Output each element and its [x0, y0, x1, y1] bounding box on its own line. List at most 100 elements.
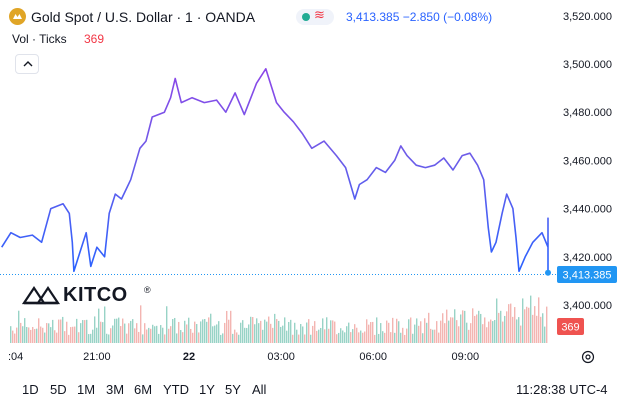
volume-bar	[144, 323, 146, 343]
volume-bar	[36, 328, 38, 343]
volume-bar	[96, 327, 98, 343]
volume-bar	[546, 306, 548, 343]
volume-bar	[472, 308, 474, 343]
volume-bar	[288, 321, 290, 343]
volume-bar	[72, 326, 74, 343]
volume-bar	[18, 310, 20, 343]
volume-bar	[196, 324, 198, 343]
range-1m[interactable]: 1M	[77, 382, 96, 397]
volume-bar	[544, 326, 546, 343]
volume-bar	[326, 317, 328, 343]
volume-bar	[526, 306, 528, 343]
volume-bar	[260, 320, 262, 343]
volume-bars	[10, 295, 548, 343]
volume-bar	[228, 319, 230, 343]
volume-bar	[38, 318, 40, 343]
volume-tag-label: 369	[561, 322, 579, 334]
volume-bar	[338, 332, 340, 343]
volume-bar	[404, 334, 406, 343]
volume-bar	[352, 329, 354, 343]
volume-bar	[30, 329, 32, 343]
volume-indicator-value: 369	[84, 32, 105, 46]
volume-bar	[510, 303, 512, 343]
gear-icon[interactable]	[580, 349, 596, 365]
time-axis[interactable]: :04 21:00 22 03:00 06:00 09:00	[8, 351, 479, 363]
volume-bar	[248, 324, 250, 343]
volume-bar	[286, 330, 288, 343]
volume-bar	[408, 319, 410, 343]
volume-bar	[244, 327, 246, 343]
volume-bar	[410, 317, 412, 343]
volume-bar	[282, 325, 284, 343]
range-1y[interactable]: 1Y	[199, 382, 215, 397]
volume-bar	[78, 332, 80, 343]
volume-bar	[136, 323, 138, 343]
volume-bar	[454, 309, 456, 343]
volume-bar	[238, 334, 240, 343]
volume-bar	[74, 326, 76, 343]
volume-bar	[414, 324, 416, 343]
volume-bar	[422, 333, 424, 343]
volume-bar	[100, 321, 102, 343]
volume-bar	[62, 316, 64, 343]
y-tick-label: 3,400.000	[563, 300, 612, 312]
volume-bar	[448, 320, 450, 343]
range-ytd[interactable]: YTD	[163, 382, 189, 397]
range-3m[interactable]: 3M	[106, 382, 125, 397]
range-1d[interactable]: 1D	[22, 382, 39, 397]
volume-bar	[134, 328, 136, 343]
volume-bar	[162, 327, 164, 343]
volume-bar	[164, 334, 166, 343]
price-change: −2.850 (−0.08%)	[402, 10, 493, 24]
volume-bar	[14, 333, 16, 343]
current-price: 3,413.385	[346, 10, 400, 24]
volume-bar	[236, 332, 238, 343]
volume-bar	[226, 310, 228, 343]
last-price-tag-label: 3,413.385	[563, 270, 612, 282]
volume-bar	[430, 328, 432, 343]
x-tick-label: 21:00	[83, 351, 111, 363]
volume-bar	[28, 327, 30, 343]
volume-bar	[216, 324, 218, 343]
volume-bar	[524, 309, 526, 343]
range-all[interactable]: All	[252, 382, 267, 397]
volume-bar	[342, 330, 344, 343]
volume-bar	[488, 321, 490, 343]
volume-bar	[194, 321, 196, 343]
range-6m[interactable]: 6M	[134, 382, 153, 397]
volume-bar	[298, 334, 300, 343]
volume-bar	[178, 321, 180, 343]
timezone-clock[interactable]: 11:28:38 UTC-4	[516, 382, 608, 397]
volume-bar	[120, 326, 122, 343]
volume-bar	[450, 317, 452, 343]
y-tick-label: 3,440.000	[563, 204, 612, 216]
volume-bar	[478, 310, 480, 343]
collapse-legend-button[interactable]	[15, 54, 39, 74]
price-axis[interactable]: 3,400.000 3,420.000 3,440.000 3,460.000 3,48…	[563, 11, 612, 312]
volume-bar	[394, 332, 396, 343]
last-price-marker	[545, 269, 551, 276]
volume-indicator-label[interactable]: Vol · Ticks	[12, 32, 67, 46]
volume-bar	[536, 315, 538, 343]
volume-bar	[494, 320, 496, 343]
volume-bar	[426, 322, 428, 343]
range-5d[interactable]: 5D	[50, 382, 67, 397]
volume-bar	[436, 321, 438, 343]
symbol-title[interactable]: Gold Spot / U.S. Dollar · 1 · OANDA	[31, 9, 256, 25]
volume-bar	[118, 317, 120, 343]
volume-bar	[438, 332, 440, 343]
range-5y[interactable]: 5Y	[225, 382, 241, 397]
volume-bar	[10, 326, 12, 343]
volume-bar	[160, 325, 162, 343]
volume-bar	[56, 332, 58, 343]
volume-bar	[310, 334, 312, 343]
volume-bar	[82, 320, 84, 343]
volume-bar	[530, 295, 532, 343]
volume-bar	[306, 322, 308, 343]
volume-bar	[354, 324, 356, 343]
volume-bar	[264, 319, 266, 343]
volume-bar	[360, 330, 362, 343]
volume-bar	[22, 326, 24, 343]
chevron-up-icon	[23, 61, 33, 67]
